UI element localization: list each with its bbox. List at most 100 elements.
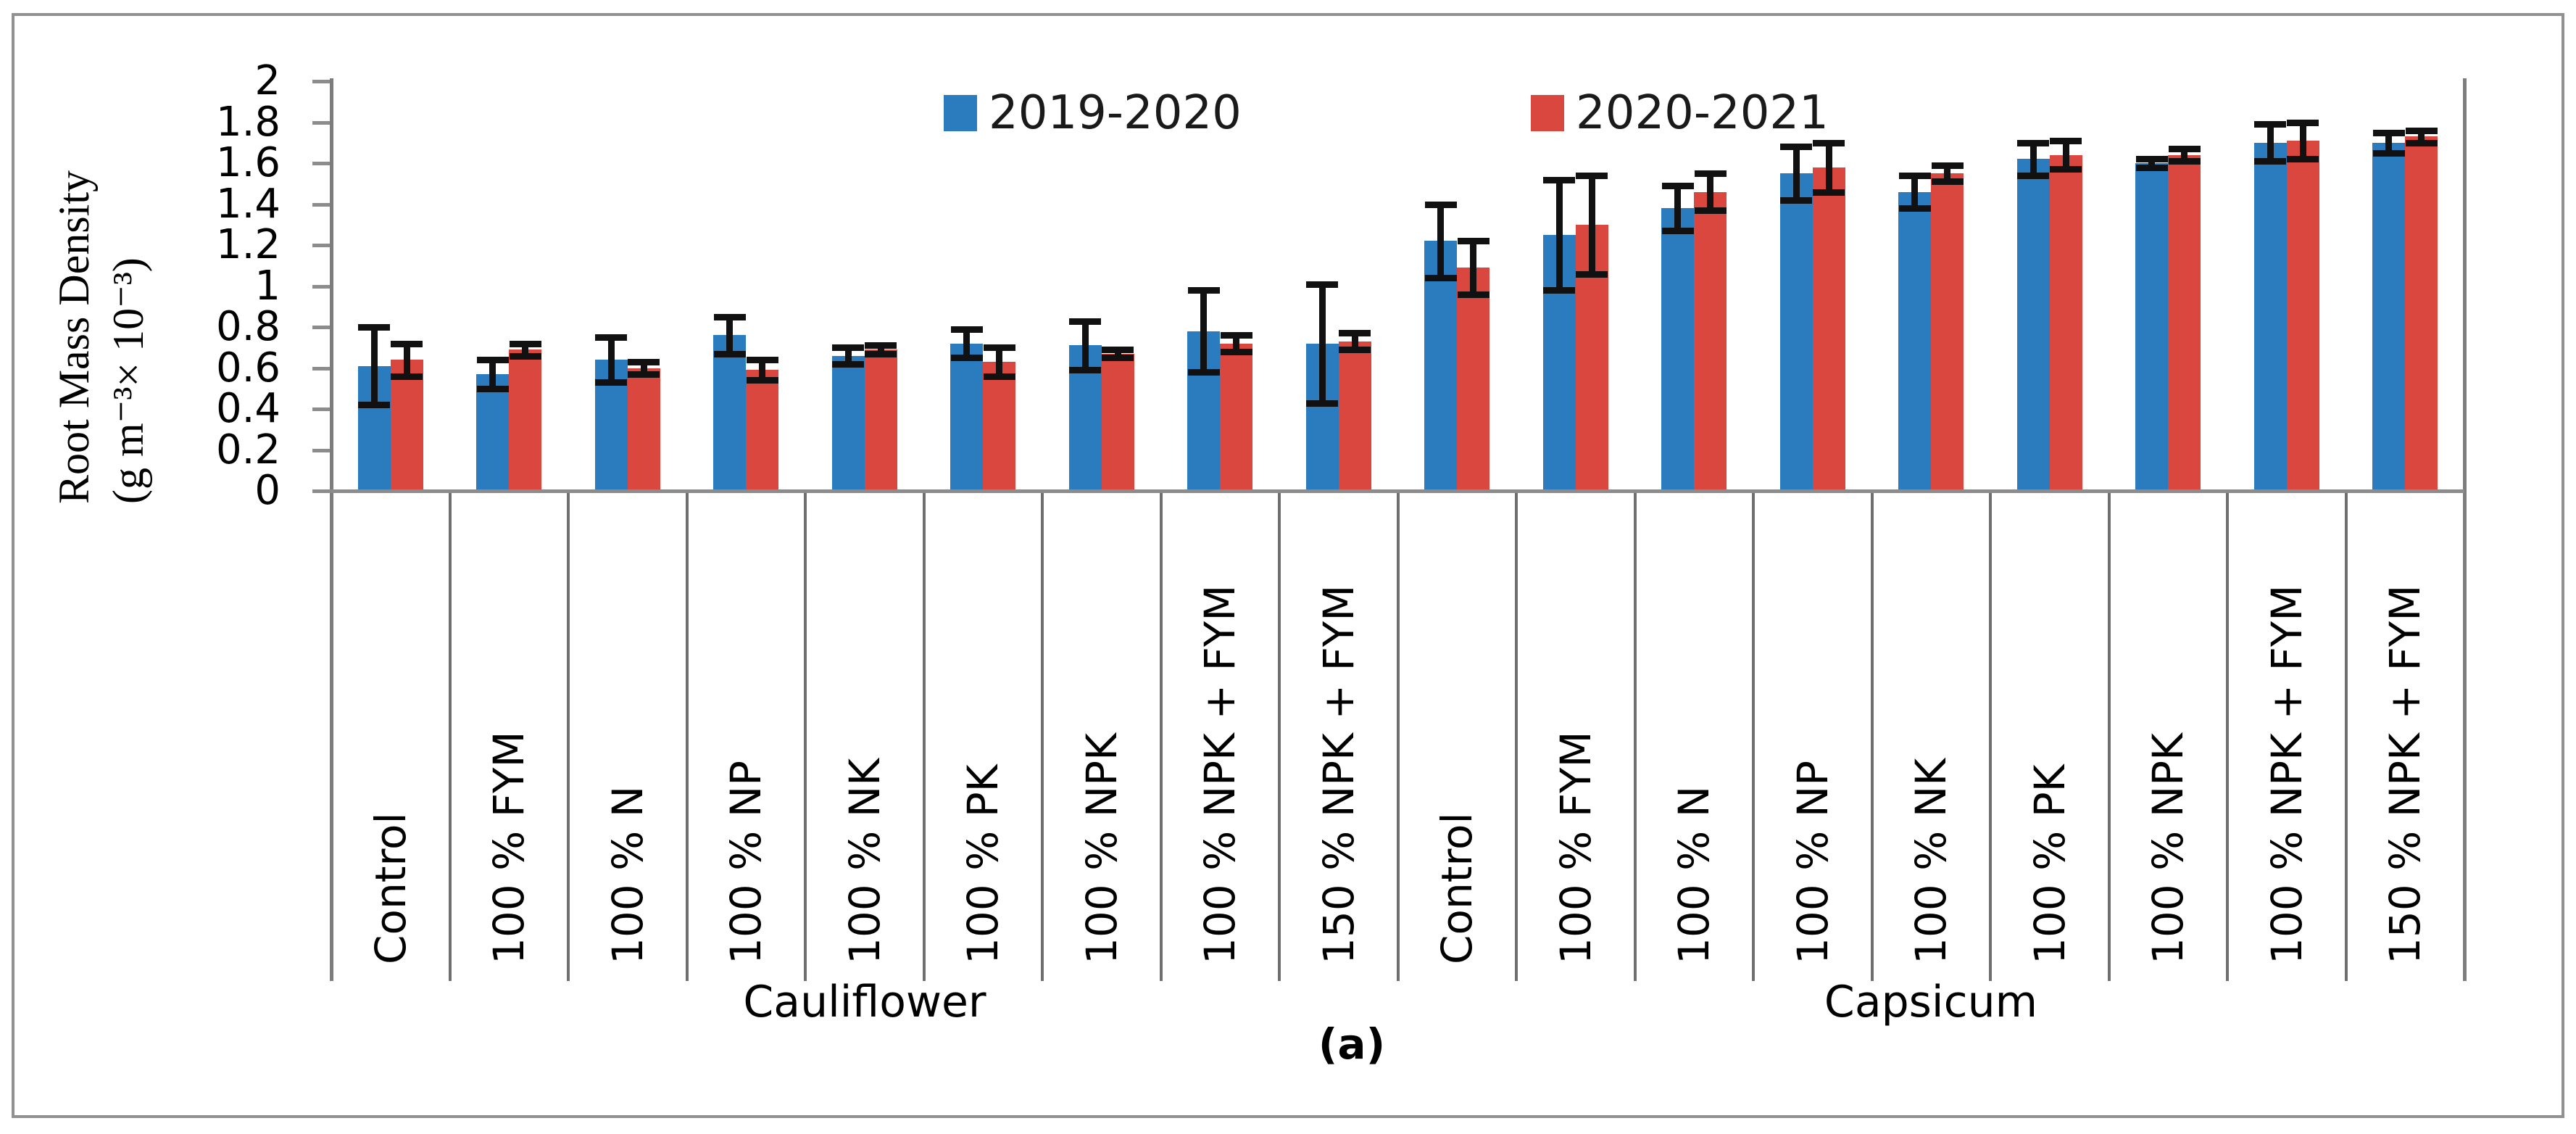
error-bar-cap-bottom [1457,291,1489,298]
error-bar-cap-bottom [1339,347,1371,354]
error-bar-cap-bottom [2254,158,2287,165]
legend-item-2020-2021: 2020-2021 [1531,90,1829,136]
y-axis-tick-label: 1 [254,262,281,310]
error-bar-cap-top [1543,176,1576,183]
category-separator [1159,491,1163,981]
error-bar-cap-bottom [2168,158,2201,165]
error-bar-cap-top [983,344,1015,352]
error-bar-cap-top [476,357,509,364]
error-bar-cap-bottom [1543,287,1576,294]
category-separator [1870,491,1874,981]
y-axis-title: Root Mass Density (g m⁻³× 10⁻³) [47,69,156,504]
bar-2020-2021 [390,360,423,491]
legend-swatch-blue [944,95,977,131]
error-bar-cap-top [2287,119,2319,126]
error-bar-line [1555,179,1563,291]
y-axis-tick-mark [312,407,331,411]
bar-2019-2020 [950,343,984,491]
error-bar-cap-top [865,342,897,349]
y-axis-tick-mark [312,162,331,165]
category-separator [1515,491,1518,981]
y-axis-tick-label: 0.4 [215,385,281,432]
bar-2020-2021 [1220,343,1253,491]
error-bar-cap-top [1931,162,1964,169]
error-bar-line [1437,204,1445,278]
y-axis-tick-label: 0.8 [215,303,281,350]
error-bar-cap-bottom [1931,178,1964,186]
bar-2020-2021 [2405,136,2438,491]
error-bar-cap-top [2168,146,2201,153]
category-separator [804,491,807,981]
category-separator [1041,491,1044,981]
error-bar-line [640,362,647,374]
y-axis-tick-mark [312,326,331,329]
legend-swatch-red [1531,95,1564,131]
x-axis-group-label-capsicum: Capsicum [1824,977,2038,1027]
error-bar-cap-bottom [1220,348,1252,355]
x-axis-label: 100 % NPK + FYM [1195,584,1245,964]
x-axis-line [312,489,2464,493]
error-bar-cap-bottom [746,377,778,384]
error-bar-line [1588,175,1595,274]
category-separator [922,491,926,981]
y-axis-tick-mark [312,284,331,289]
error-bar-cap-bottom [2372,149,2405,157]
error-bar-line [1351,333,1358,350]
category-separator [1752,491,1755,981]
error-bar-cap-top [950,326,983,333]
error-bar-cap-top [1102,347,1134,354]
bar-2020-2021 [983,362,1016,491]
error-bar-cap-bottom [1576,270,1608,278]
error-bar-cap-top [1306,281,1339,288]
bar-2019-2020 [713,335,747,491]
x-axis-label: 100 % NK [1906,758,1956,964]
error-bar-cap-top [746,357,778,364]
bar-2020-2021 [627,368,660,491]
error-bar-cap-top [1220,332,1252,339]
bar-2019-2020 [476,373,510,491]
y-axis-tick-mark [312,448,331,452]
error-bar-cap-bottom [1661,228,1694,235]
y-axis-tick-label: 2 [254,57,281,104]
x-axis-label: 100 % NPK + FYM [2261,584,2311,964]
bar-2019-2020 [2135,163,2169,491]
error-bar-cap-bottom [1424,275,1457,282]
error-bar-cap-bottom [865,350,897,357]
error-bar-cap-bottom [1898,205,1931,212]
y-axis-tick-label: 1.2 [215,221,281,268]
error-bar-cap-top [1694,170,1727,178]
category-separator [2226,491,2229,981]
x-axis-label: 100 % NP [1787,760,1837,964]
bar-2020-2021 [2049,154,2082,491]
error-bar-cap-top [2372,129,2405,136]
bar-2019-2020 [1779,173,1813,491]
error-bar-cap-top [2135,156,2168,163]
error-bar-cap-top [628,359,660,366]
bar-2020-2021 [2286,140,2319,491]
error-bar-line [1825,142,1832,192]
error-bar-cap-bottom [2287,156,2319,163]
error-bar-cap-bottom [713,350,746,357]
error-bar-cap-bottom [1187,369,1220,376]
error-bar-cap-bottom [2405,139,2438,146]
error-bar-cap-top [2050,137,2082,144]
error-bar-cap-top [509,340,541,347]
x-axis-label: 150 % NPK + FYM [2380,584,2430,964]
error-bar-cap-bottom [1694,207,1727,214]
error-bar-cap-top [1780,144,1813,151]
category-separator [1396,491,1400,981]
error-bar-cap-bottom [2050,166,2082,173]
bar-2020-2021 [2168,154,2201,491]
bar-2019-2020 [1898,191,1932,491]
error-bar-cap-bottom [1069,367,1102,374]
error-bar-line [726,316,734,354]
category-separator [1989,491,1992,981]
error-bar-cap-bottom [476,385,509,392]
error-bar-cap-bottom [595,379,628,386]
error-bar-line [1707,173,1714,210]
x-axis-label: 100 % FYM [1550,731,1600,964]
y-axis-title-line2: (g m⁻³× 10⁻³) [104,257,152,504]
error-bar-line [370,327,378,405]
error-bar-cap-bottom [1306,400,1339,407]
bar-2020-2021 [864,349,897,491]
